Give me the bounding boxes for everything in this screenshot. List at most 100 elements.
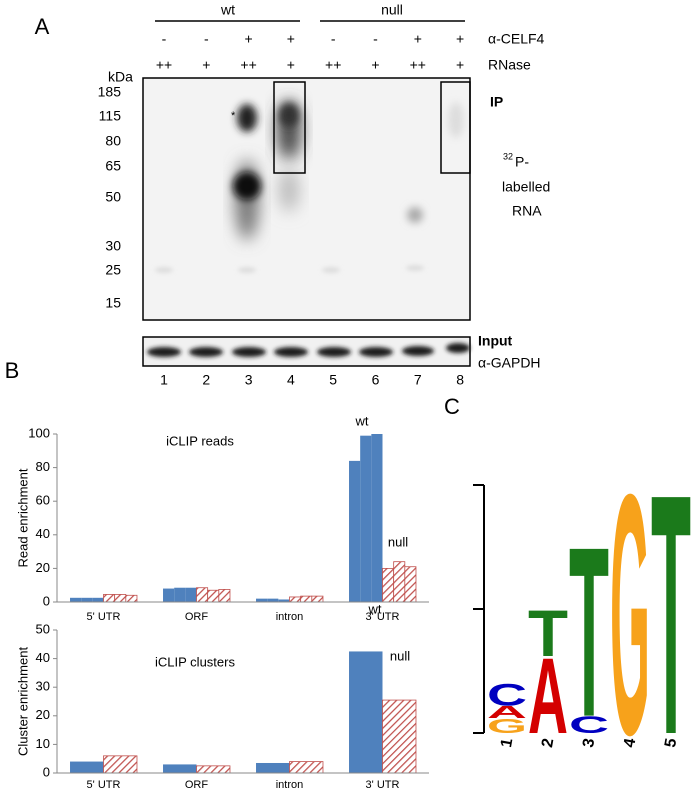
blot bbox=[142, 77, 471, 367]
star: * bbox=[231, 110, 236, 122]
y-tick-label: 30 bbox=[36, 679, 50, 694]
logo-letter: A bbox=[528, 637, 568, 757]
bar bbox=[207, 589, 220, 603]
bar bbox=[382, 699, 417, 774]
row-label: RNase bbox=[488, 57, 531, 73]
x-tick-label: 5' UTR bbox=[87, 779, 121, 791]
rnase-cell: ++ bbox=[325, 57, 341, 73]
bar bbox=[92, 597, 104, 602]
bar bbox=[300, 595, 313, 603]
panel-letter: C bbox=[444, 394, 460, 419]
rnase-cell: + bbox=[456, 57, 464, 73]
marker-label: 50 bbox=[105, 189, 121, 205]
rnase-cell: + bbox=[287, 57, 295, 73]
marker-label: 30 bbox=[105, 238, 121, 254]
y-tick-label: 60 bbox=[36, 493, 50, 508]
bar bbox=[114, 594, 127, 603]
bar bbox=[382, 568, 395, 603]
marker-label: 15 bbox=[105, 295, 121, 311]
rnase-cell: + bbox=[371, 57, 379, 73]
antibody-cell: + bbox=[414, 31, 422, 47]
antibody-cell: - bbox=[331, 31, 336, 47]
bar bbox=[289, 761, 324, 774]
logo-letter: T bbox=[528, 598, 568, 671]
lane-number: 2 bbox=[202, 372, 210, 388]
marker-label: 65 bbox=[105, 158, 121, 174]
bar bbox=[163, 588, 175, 602]
y-tick-label: 40 bbox=[36, 650, 50, 665]
y-axis-title: Read enrichment bbox=[15, 468, 30, 567]
group-label: null bbox=[381, 2, 403, 18]
x-tick-label: 3' UTR bbox=[366, 779, 400, 791]
rna-label: P- bbox=[515, 154, 529, 170]
annotation: null bbox=[388, 534, 408, 549]
y-tick-label: 0 bbox=[43, 764, 50, 779]
bar bbox=[163, 764, 197, 773]
antibody-cell: - bbox=[373, 31, 378, 47]
logo-letter: A bbox=[487, 703, 527, 722]
logo-letter: T bbox=[569, 497, 609, 767]
antibody-cell: + bbox=[287, 31, 295, 47]
position-label: 2 bbox=[539, 737, 557, 749]
lane-number: 1 bbox=[160, 372, 168, 388]
bar bbox=[196, 587, 209, 603]
rnase-cell: ++ bbox=[240, 57, 256, 73]
x-tick-label: intron bbox=[276, 611, 304, 623]
loading-label: α-GAPDH bbox=[478, 355, 541, 371]
x-tick-label: ORF bbox=[185, 611, 209, 623]
bar bbox=[311, 595, 324, 603]
bar bbox=[289, 596, 302, 603]
bar bbox=[81, 597, 93, 602]
marker-label: 115 bbox=[99, 108, 122, 124]
y-axis-title: Cluster enrichment bbox=[15, 647, 30, 756]
bar bbox=[393, 561, 406, 603]
rna-label: labelled bbox=[502, 179, 550, 195]
y-tick-label: 10 bbox=[36, 736, 50, 751]
logo-letter: G bbox=[487, 714, 527, 738]
position-label: 4 bbox=[621, 737, 639, 749]
bar bbox=[349, 651, 383, 773]
annotation: iCLIP reads bbox=[166, 433, 234, 448]
rnase-cell: ++ bbox=[410, 57, 426, 73]
panel-letter: B bbox=[5, 358, 20, 383]
y-tick-label: 20 bbox=[36, 707, 50, 722]
lane-number: 7 bbox=[414, 372, 422, 388]
bar bbox=[174, 587, 186, 602]
bar bbox=[103, 594, 116, 603]
bar bbox=[125, 594, 138, 603]
x-tick-label: 3' UTR bbox=[366, 611, 400, 623]
logo-letter: T bbox=[651, 424, 691, 800]
logo-letter: C bbox=[487, 678, 527, 713]
lane-number: 3 bbox=[245, 372, 253, 388]
antibody-cell: - bbox=[162, 31, 167, 47]
rnase-cell: ++ bbox=[156, 57, 172, 73]
bar bbox=[267, 598, 279, 602]
panel-letter: A bbox=[35, 14, 50, 39]
y-tick-label: 50 bbox=[36, 621, 50, 636]
bar bbox=[349, 460, 361, 602]
y-tick-label: 100 bbox=[28, 425, 50, 440]
bar bbox=[103, 755, 138, 774]
bar bbox=[256, 598, 268, 602]
row-label: α-CELF4 bbox=[488, 31, 545, 47]
lane-number: 8 bbox=[456, 372, 464, 388]
y-tick-label: 0 bbox=[43, 593, 50, 608]
lane-number: 6 bbox=[372, 372, 380, 388]
antibody-cell: - bbox=[204, 31, 209, 47]
annotation: null bbox=[390, 648, 410, 663]
bar bbox=[256, 762, 290, 773]
x-tick-label: 5' UTR bbox=[87, 611, 121, 623]
logo-letter: C bbox=[569, 711, 609, 738]
bar bbox=[70, 597, 82, 602]
bar bbox=[196, 765, 231, 774]
antibody-cell: + bbox=[245, 31, 253, 47]
antibody-cell: + bbox=[456, 31, 464, 47]
logo-letter: G bbox=[610, 424, 650, 800]
bar bbox=[371, 434, 383, 602]
lane-number: 4 bbox=[287, 372, 295, 388]
marker-label: 185 bbox=[98, 84, 122, 100]
y-tick-label: 80 bbox=[36, 459, 50, 474]
annotation: iCLIP clusters bbox=[155, 654, 235, 669]
rna-label: RNA bbox=[512, 203, 542, 219]
